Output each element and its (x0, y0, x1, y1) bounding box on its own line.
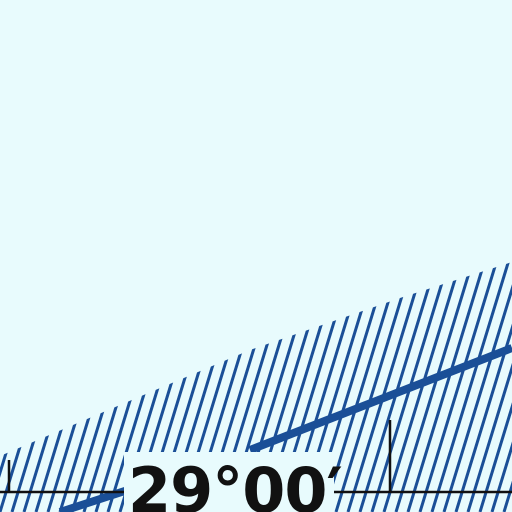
latitude-label: 29°00′ (128, 454, 342, 512)
